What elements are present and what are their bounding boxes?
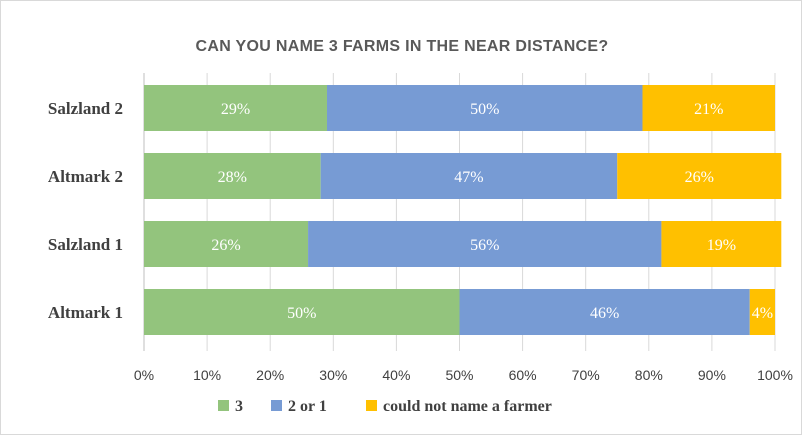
- x-tick-label: 80%: [635, 367, 663, 383]
- legend-swatch: [271, 400, 282, 411]
- data-label: 56%: [470, 237, 499, 254]
- bar-segment: [320, 153, 618, 199]
- x-tick-label: 100%: [757, 367, 793, 383]
- data-label: 26%: [685, 169, 714, 186]
- data-label: 4%: [752, 305, 773, 322]
- x-tick-label: 40%: [382, 367, 410, 383]
- legend-label: 2 or 1: [288, 398, 327, 415]
- data-label: 21%: [694, 101, 723, 118]
- x-axis-ticks: 0% 10% 20% 30% 40% 50% 60% 70% 80% 90% 100%: [134, 367, 793, 383]
- category-label: Salzland 2: [48, 99, 123, 118]
- x-tick-label: 30%: [319, 367, 347, 383]
- x-tick-label: 50%: [445, 367, 473, 383]
- bar-segment: [661, 221, 782, 267]
- category-label: Altmark 2: [48, 167, 123, 186]
- legend-label: could not name a farmer: [383, 398, 552, 415]
- data-label: 19%: [707, 237, 736, 254]
- bars: [144, 85, 782, 335]
- bar-segment: [326, 85, 643, 131]
- data-label: 46%: [590, 305, 619, 322]
- data-label: 50%: [287, 305, 316, 322]
- legend-swatch: [366, 400, 377, 411]
- bar-segment: [144, 289, 460, 335]
- bar-segment: [308, 221, 662, 267]
- x-tick-label: 10%: [193, 367, 221, 383]
- data-label: 50%: [470, 101, 499, 118]
- x-tick-label: 60%: [509, 367, 537, 383]
- data-labels: 29% 50% 21% 28% 47% 26% 26% 56% 19% 50% 46% 4%: [211, 101, 773, 322]
- legend-swatch: [218, 400, 229, 411]
- x-tick-label: 70%: [572, 367, 600, 383]
- category-labels: Salzland 2 Altmark 2 Salzland 1 Altmark 1: [48, 99, 123, 322]
- bar-segment: [144, 85, 327, 131]
- data-label: 47%: [454, 169, 483, 186]
- x-tick-label: 90%: [698, 367, 726, 383]
- bar-segment: [617, 153, 782, 199]
- x-tick-label: 20%: [256, 367, 284, 383]
- legend: 3 2 or 1 could not name a farmer: [218, 398, 552, 415]
- data-label: 26%: [211, 237, 240, 254]
- data-label: 28%: [218, 169, 247, 186]
- x-tick-label: 0%: [134, 367, 154, 383]
- bar-segment: [642, 85, 775, 131]
- bar-segment: [749, 289, 775, 335]
- data-label: 29%: [221, 101, 250, 118]
- category-label: Salzland 1: [48, 235, 123, 254]
- bar-segment: [144, 153, 321, 199]
- legend-label: 3: [235, 398, 243, 415]
- bar-segment: [459, 289, 750, 335]
- chart-title: CAN YOU NAME 3 FARMS IN THE NEAR DISTANC…: [196, 38, 609, 55]
- category-label: Altmark 1: [48, 303, 123, 322]
- bar-segment: [144, 221, 309, 267]
